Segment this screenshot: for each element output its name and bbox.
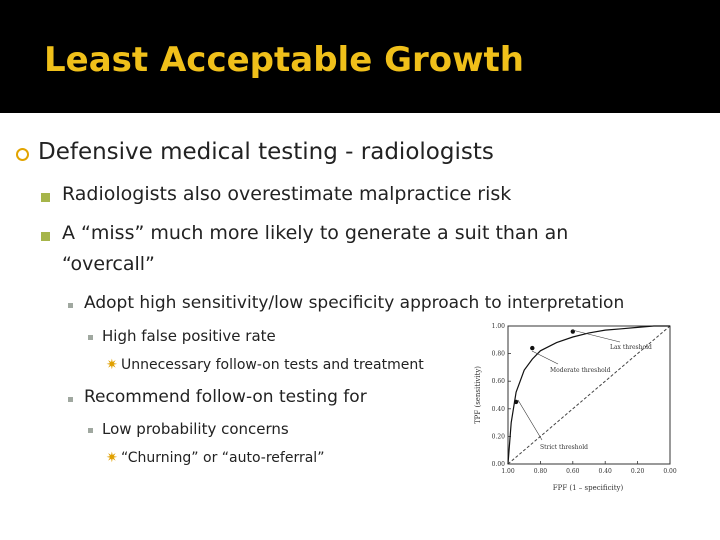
lax-threshold-label: Lax threshold (610, 344, 652, 351)
y-tick-label: 0.20 (492, 433, 506, 440)
small-square-bullet-icon (68, 397, 73, 402)
lax-leader-line (571, 329, 621, 343)
roc-figure: 1.00 0.80 0.60 0.40 0.20 0.00 1.00 0.80 0.60 0.4… (474, 323, 677, 492)
x-axis-label: FPF (1 – specificity) (553, 484, 624, 492)
y-tick-label: 0.80 (492, 351, 506, 358)
bullet-level4: Low probability concerns (102, 420, 289, 438)
y-tick-label: 0.40 (492, 406, 506, 413)
small-square-bullet-icon (88, 428, 93, 433)
threshold-point (530, 345, 535, 351)
bullet-level4: High false positive rate (102, 327, 276, 345)
strict-threshold-label: Strict threshold (540, 444, 588, 451)
small-square-bullet-icon (88, 335, 93, 340)
y-tick-label: 1.00 (492, 323, 506, 330)
bullet-level2-continuation: “overcall” (62, 253, 155, 275)
threshold-point (513, 399, 519, 405)
bullet-level2: A “miss” much more likely to generate a … (62, 222, 569, 244)
x-tick-label: 0.80 (534, 468, 548, 475)
bullet-level5: “Churning” or “auto-referral” (121, 450, 325, 466)
y-tick-label: 0.00 (492, 461, 506, 468)
strict-leader-line (517, 399, 543, 441)
slide-title: Least Acceptable Growth (44, 40, 525, 80)
square-bullet-icon (41, 193, 50, 202)
small-square-bullet-icon (68, 303, 73, 308)
y-axis-label: TPF (sensitivity) (474, 366, 482, 424)
bullet-level2: Radiologists also overestimate malpracti… (62, 183, 512, 205)
moderate-threshold-label: Moderate threshold (550, 367, 611, 374)
title-band (0, 0, 720, 113)
bullet-level5: Unnecessary follow-on tests and treatmen… (121, 357, 424, 373)
x-tick-label: 1.00 (501, 468, 515, 475)
chance-diagonal (507, 325, 671, 465)
x-tick-label: 0.60 (566, 468, 580, 475)
ring-bullet-icon (16, 148, 29, 161)
bullet-level1: Defensive medical testing - radiologists (38, 139, 494, 165)
x-tick-label: 0.40 (599, 468, 613, 475)
x-tick-label: 0.20 (631, 468, 645, 475)
x-tick-label: 0.00 (663, 468, 677, 475)
plot-frame (507, 325, 671, 465)
star-bullet-icon: ✷ (106, 450, 118, 466)
y-tick-label: 0.60 (492, 378, 506, 385)
x-ticks: 1.00 0.80 0.60 0.40 0.20 0.00 (501, 461, 677, 475)
star-bullet-icon: ✷ (106, 357, 118, 373)
square-bullet-icon (41, 232, 50, 241)
roc-curve (507, 325, 670, 465)
bullet-level3: Recommend follow-on testing for (84, 387, 367, 407)
moderate-leader-line (531, 350, 559, 365)
bullet-level3: Adopt high sensitivity/low specificity a… (84, 293, 625, 313)
